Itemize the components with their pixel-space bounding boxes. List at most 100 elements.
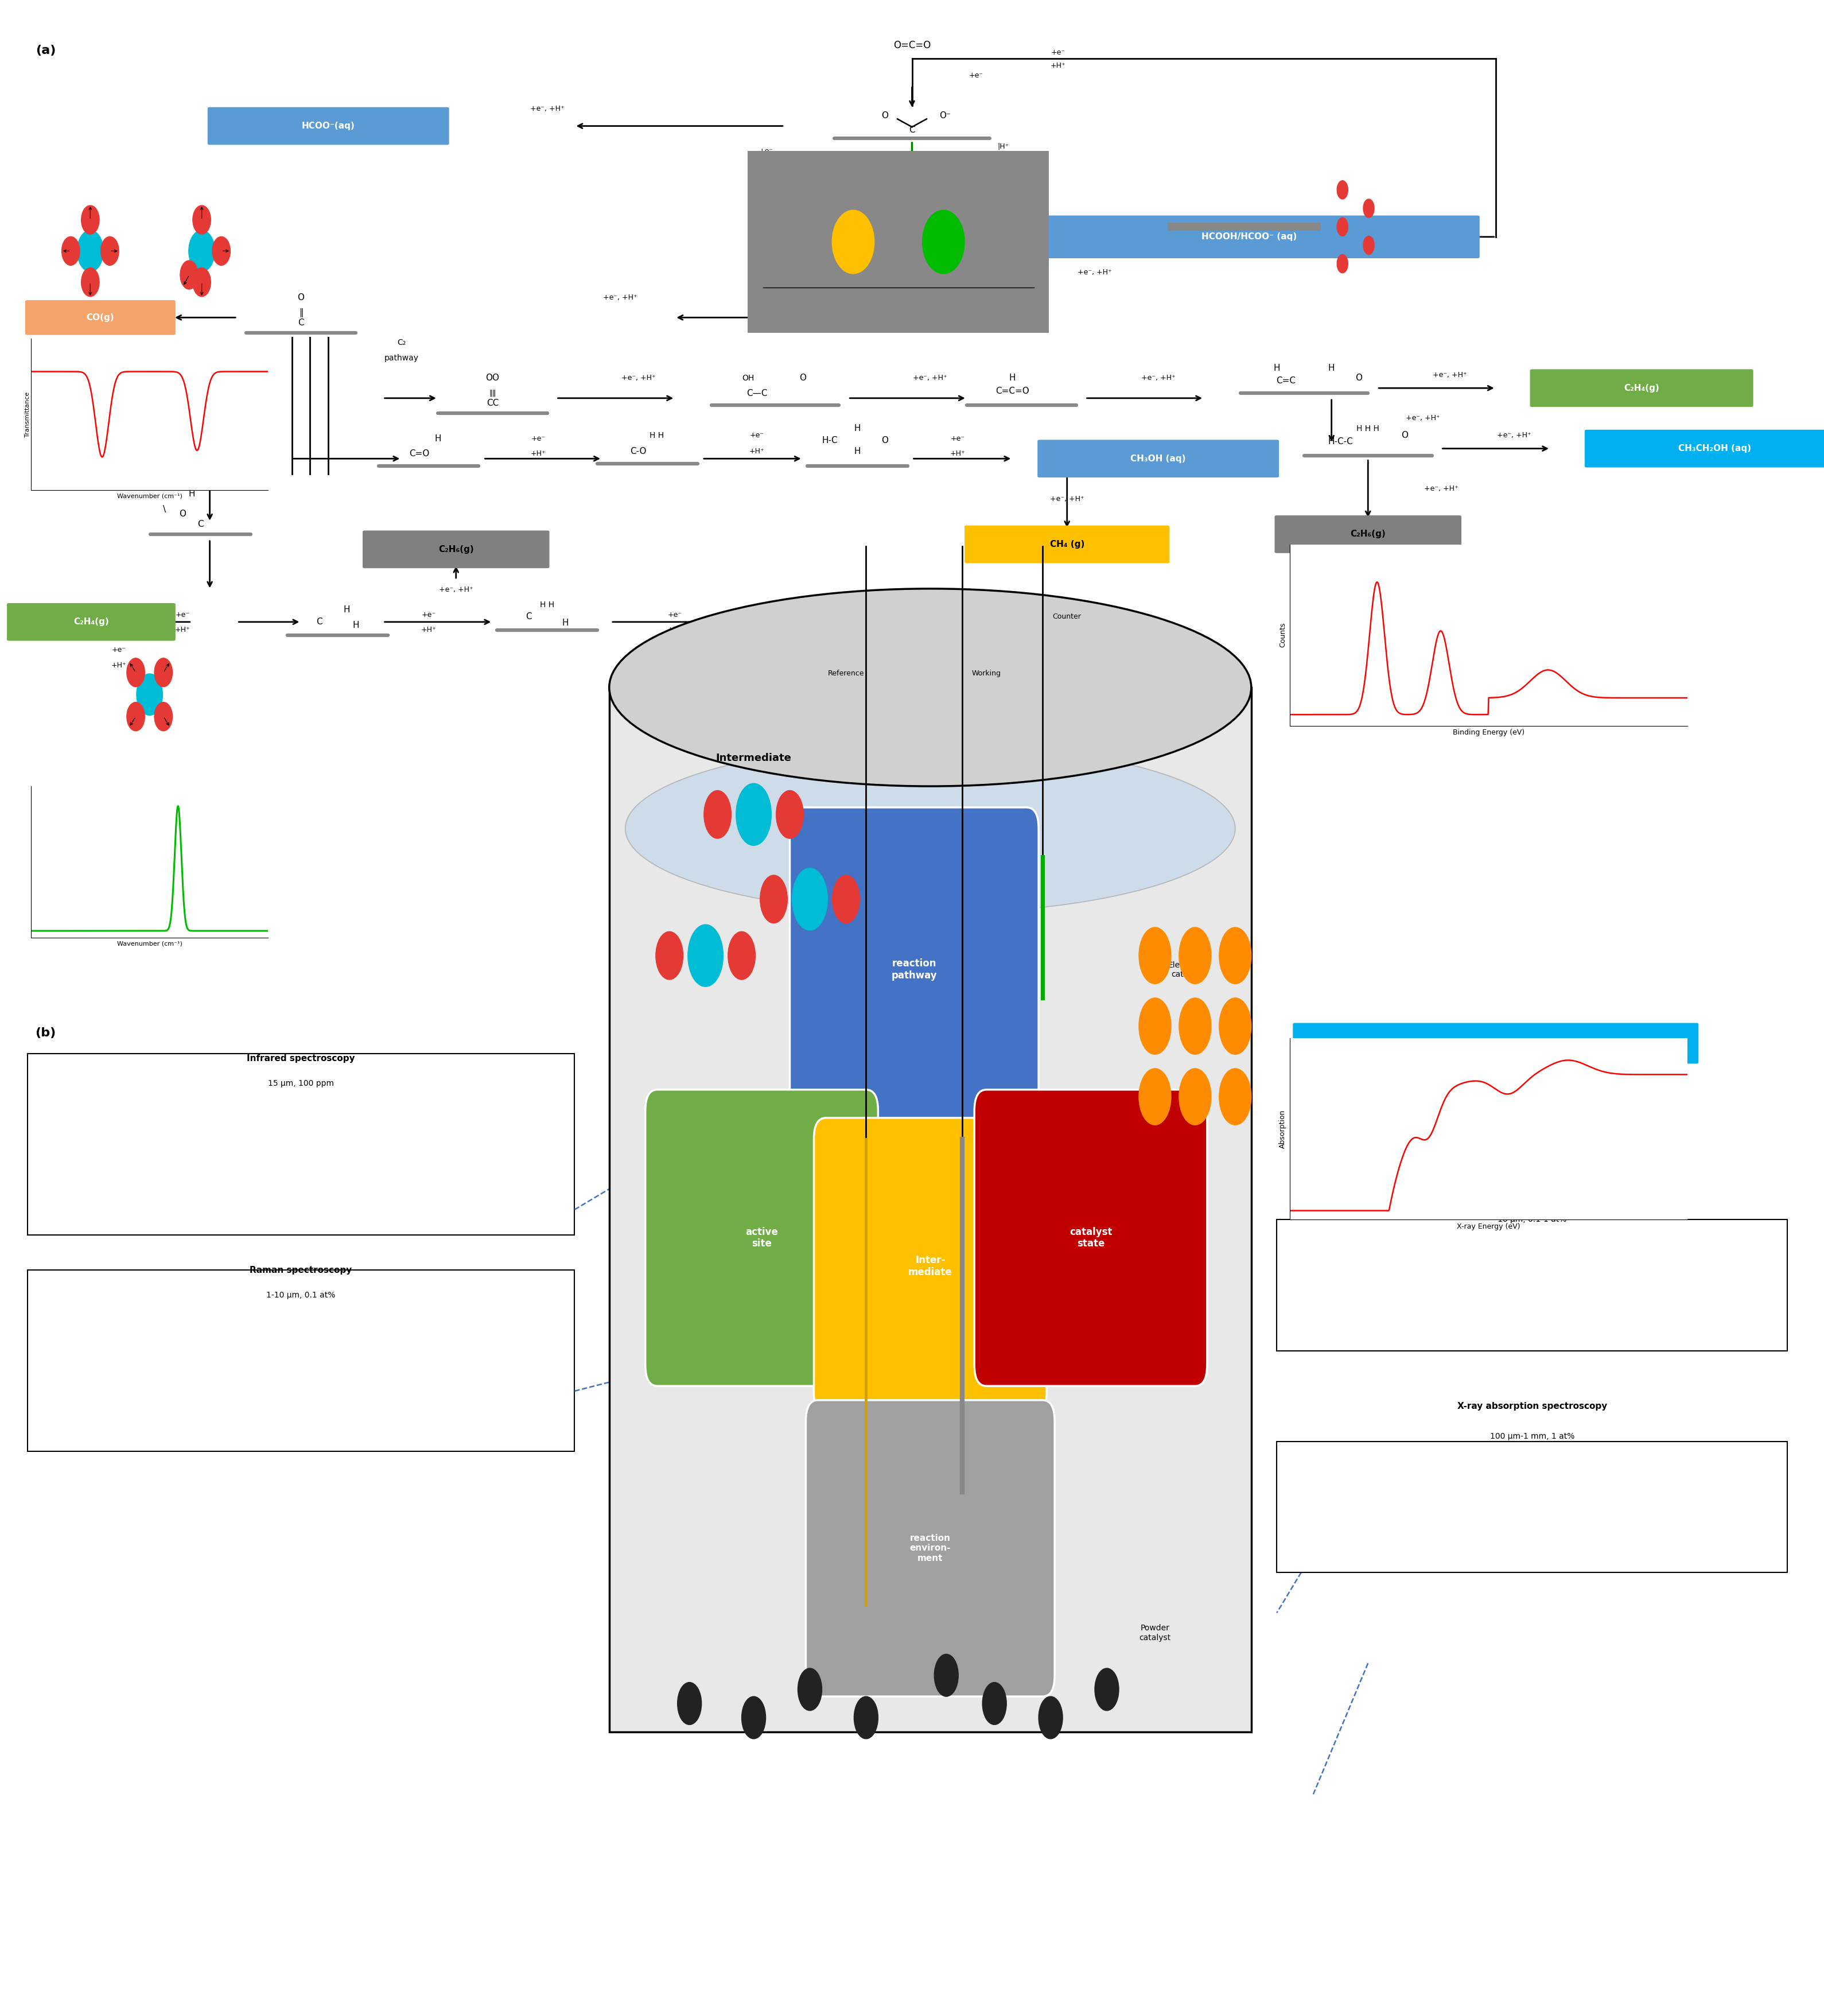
Circle shape xyxy=(934,1653,958,1695)
Text: 10 μm, 0.1-1 at%: 10 μm, 0.1-1 at% xyxy=(1498,1216,1567,1224)
Text: HCOOH/HCOO⁻ (aq): HCOOH/HCOO⁻ (aq) xyxy=(1202,232,1297,242)
Text: O: O xyxy=(1401,431,1408,439)
Y-axis label: Absorption: Absorption xyxy=(1279,1109,1286,1149)
Text: H-C-C: H-C-C xyxy=(1328,437,1353,446)
Text: 10-100 μm, 5000 m/z: 10-100 μm, 5000 m/z xyxy=(1454,1081,1538,1087)
Text: +e⁻: +e⁻ xyxy=(950,435,965,442)
Text: Electrode
catalyst: Electrode catalyst xyxy=(1167,962,1206,978)
Circle shape xyxy=(657,931,682,980)
Text: +e⁻: +e⁻ xyxy=(175,611,190,619)
FancyBboxPatch shape xyxy=(27,1052,575,1234)
Circle shape xyxy=(62,236,80,266)
Text: H: H xyxy=(188,490,195,498)
Text: O⁻: O⁻ xyxy=(939,111,950,121)
Text: +H⁺: +H⁺ xyxy=(175,627,190,633)
Text: ‖‖: ‖‖ xyxy=(489,389,496,397)
Text: H: H xyxy=(1009,373,1016,383)
Circle shape xyxy=(1178,927,1211,984)
Text: +e⁻, +H⁺: +e⁻, +H⁺ xyxy=(1425,486,1457,492)
Text: +H⁺: +H⁺ xyxy=(750,448,764,456)
FancyBboxPatch shape xyxy=(814,1117,1047,1415)
FancyBboxPatch shape xyxy=(974,1089,1207,1387)
FancyBboxPatch shape xyxy=(1275,516,1461,552)
Text: active
site: active site xyxy=(746,1226,779,1250)
Text: +e⁻, +H⁺: +e⁻, +H⁺ xyxy=(604,294,637,300)
Circle shape xyxy=(1218,998,1251,1054)
Text: C₂H₄(g): C₂H₄(g) xyxy=(73,617,109,627)
Text: O: O xyxy=(297,292,305,302)
Text: OH: OH xyxy=(742,375,753,381)
Circle shape xyxy=(193,206,212,234)
Text: (a): (a) xyxy=(35,44,57,56)
Text: +e⁻: +e⁻ xyxy=(969,73,983,79)
Text: +e⁻: +e⁻ xyxy=(1051,48,1065,56)
Circle shape xyxy=(1138,998,1171,1054)
FancyBboxPatch shape xyxy=(363,530,549,569)
Text: +e⁻, +H⁺: +e⁻, +H⁺ xyxy=(1051,496,1083,502)
Text: H H: H H xyxy=(540,601,554,609)
Text: reaction
pathway: reaction pathway xyxy=(892,958,938,982)
Text: reaction
environ-
ment: reaction environ- ment xyxy=(910,1534,950,1562)
Circle shape xyxy=(155,657,173,687)
Text: O: O xyxy=(872,198,879,206)
FancyBboxPatch shape xyxy=(1277,1220,1788,1351)
FancyBboxPatch shape xyxy=(1277,1441,1788,1572)
Text: C₂: C₂ xyxy=(398,339,405,347)
Text: Potentiostat: Potentiostat xyxy=(839,1068,912,1079)
FancyBboxPatch shape xyxy=(208,107,449,145)
FancyBboxPatch shape xyxy=(1293,1022,1698,1064)
Circle shape xyxy=(1363,200,1373,218)
Text: Infrared spectroscopy: Infrared spectroscopy xyxy=(246,1054,356,1062)
Circle shape xyxy=(181,260,199,288)
Text: C₂H₄(g): C₂H₄(g) xyxy=(1623,383,1660,393)
Text: +H⁺: +H⁺ xyxy=(421,627,436,633)
Text: C: C xyxy=(316,617,323,627)
Circle shape xyxy=(1178,998,1211,1054)
Text: X-ray absorption spectroscopy: X-ray absorption spectroscopy xyxy=(1457,1401,1607,1411)
Circle shape xyxy=(792,869,828,929)
Y-axis label: Transmittance: Transmittance xyxy=(24,391,31,437)
Circle shape xyxy=(212,236,230,266)
Text: +H⁺: +H⁺ xyxy=(1051,62,1065,69)
FancyBboxPatch shape xyxy=(1038,439,1279,478)
FancyBboxPatch shape xyxy=(609,687,1251,1732)
Text: H H H: H H H xyxy=(1357,425,1379,431)
FancyBboxPatch shape xyxy=(790,806,1038,1131)
Circle shape xyxy=(82,268,98,296)
X-axis label: X-ray Energy (eV): X-ray Energy (eV) xyxy=(1457,1224,1519,1230)
Text: Counter: Counter xyxy=(1052,613,1082,621)
Text: Intermediate: Intermediate xyxy=(715,752,792,764)
Text: H: H xyxy=(352,621,359,629)
Text: +e⁻, +H⁺: +e⁻, +H⁺ xyxy=(1078,268,1111,276)
FancyBboxPatch shape xyxy=(7,603,175,641)
Text: C=C: C=C xyxy=(1277,377,1295,385)
Text: +e⁻: +e⁻ xyxy=(668,611,682,619)
Circle shape xyxy=(1178,1068,1211,1125)
Text: CH₃CH₂OH (aq): CH₃CH₂OH (aq) xyxy=(1678,444,1751,454)
Circle shape xyxy=(1094,1669,1118,1710)
Text: +e⁻, +H⁺: +e⁻, +H⁺ xyxy=(1406,415,1439,421)
Text: catalyst
state: catalyst state xyxy=(1069,1226,1113,1250)
Circle shape xyxy=(1138,927,1171,984)
Circle shape xyxy=(688,925,722,986)
Circle shape xyxy=(77,230,104,272)
Text: C: C xyxy=(908,125,916,135)
Circle shape xyxy=(193,268,212,296)
Text: +e⁻, +H⁺: +e⁻, +H⁺ xyxy=(440,587,472,593)
Text: O: O xyxy=(881,435,888,446)
Circle shape xyxy=(1218,1068,1251,1125)
Text: H: H xyxy=(854,423,861,433)
Circle shape xyxy=(1363,236,1373,254)
Circle shape xyxy=(728,931,755,980)
Text: pathway: pathway xyxy=(385,355,418,361)
Circle shape xyxy=(1138,1068,1171,1125)
Circle shape xyxy=(737,784,772,845)
Text: O: O xyxy=(179,510,186,518)
Text: C₂H₆(g): C₂H₆(g) xyxy=(1350,530,1386,538)
Circle shape xyxy=(1337,254,1348,272)
Circle shape xyxy=(777,790,803,839)
Text: H: H xyxy=(1273,363,1280,373)
X-axis label: Wavenumber (cm⁻¹): Wavenumber (cm⁻¹) xyxy=(117,494,182,498)
Circle shape xyxy=(832,875,859,923)
Text: +H⁺: +H⁺ xyxy=(139,395,153,401)
